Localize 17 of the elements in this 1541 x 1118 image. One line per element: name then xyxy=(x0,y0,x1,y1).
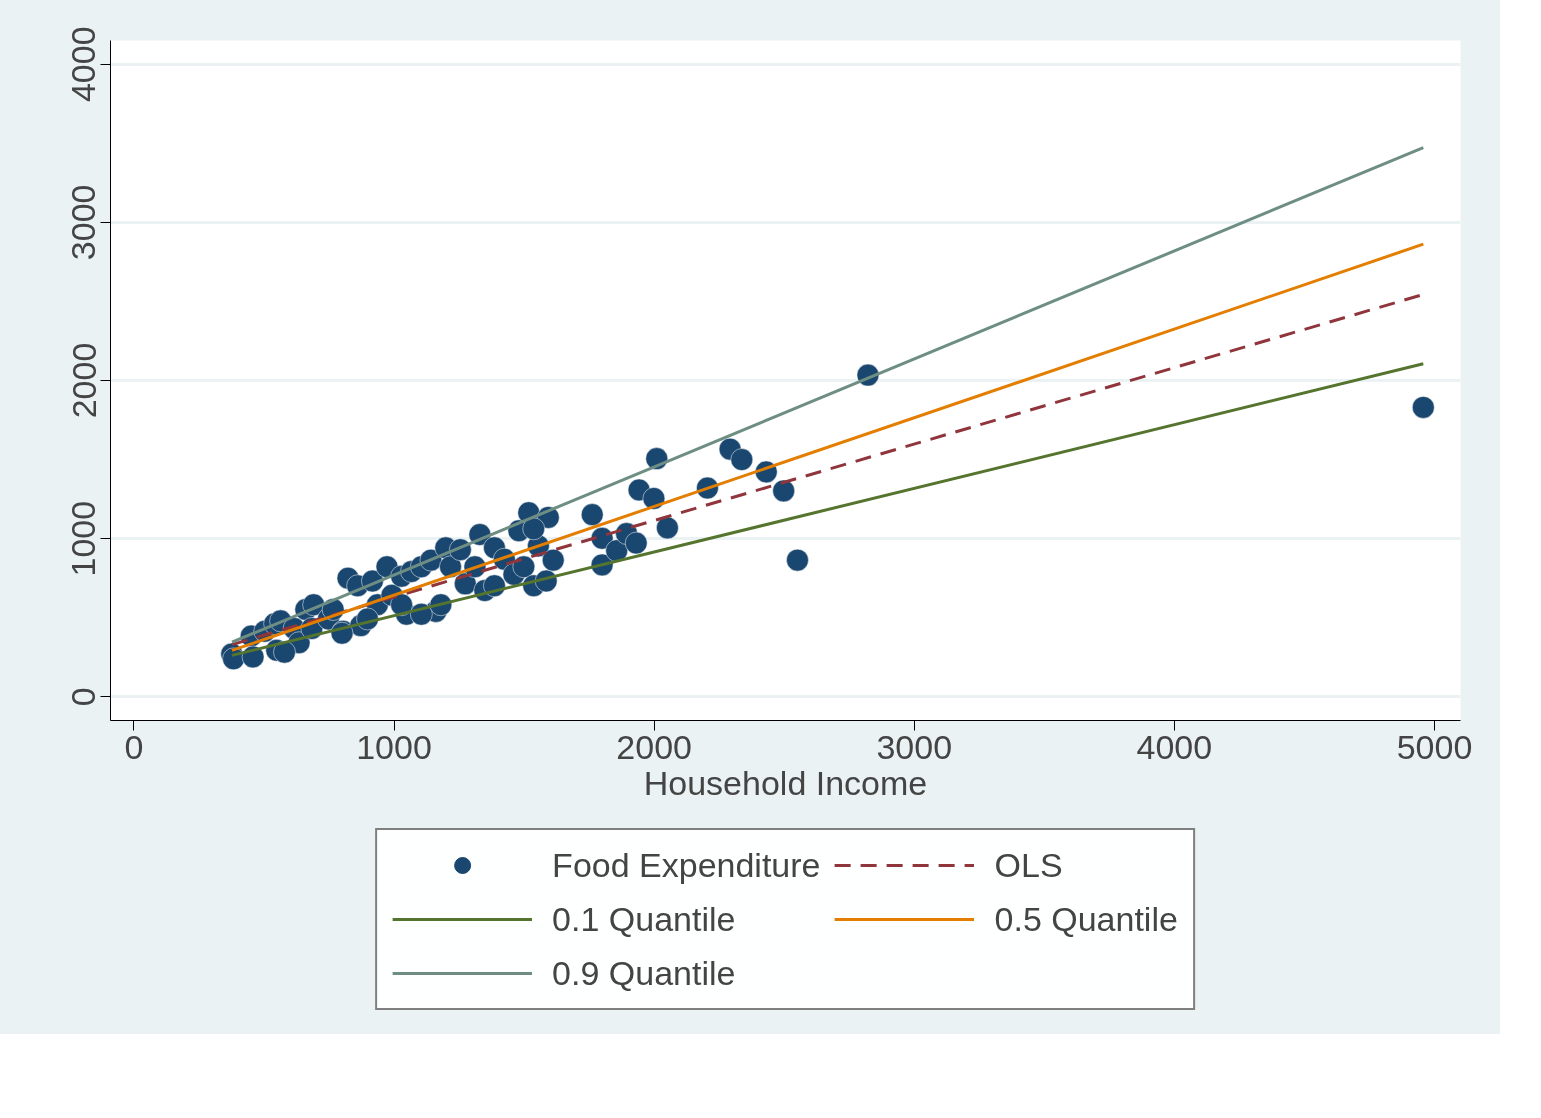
y-tick-label: 2000 xyxy=(64,342,103,419)
x-tick-label: 1000 xyxy=(356,727,432,766)
x-axis-title: Household Income xyxy=(643,763,928,802)
x-tick-label: 0 xyxy=(124,727,144,766)
y-tick-label: 3000 xyxy=(64,184,103,261)
x-tick-label: 3000 xyxy=(876,727,953,766)
y-tick-label: 4000 xyxy=(64,26,103,103)
legend-label: 0.9 Quantile xyxy=(552,953,736,993)
legend-label: 0.5 Quantile xyxy=(994,899,1178,939)
legend-label: OLS xyxy=(994,845,1063,885)
legend-label: 0.1 Quantile xyxy=(552,899,736,939)
y-tick-label: 0 xyxy=(64,687,103,707)
x-tick-label: 4000 xyxy=(1136,727,1213,766)
x-tick-label: 2000 xyxy=(616,727,692,766)
x-tick-label: 5000 xyxy=(1396,727,1473,766)
y-tick-label: 1000 xyxy=(64,500,103,577)
legend-label: Food Expenditure xyxy=(552,845,821,885)
